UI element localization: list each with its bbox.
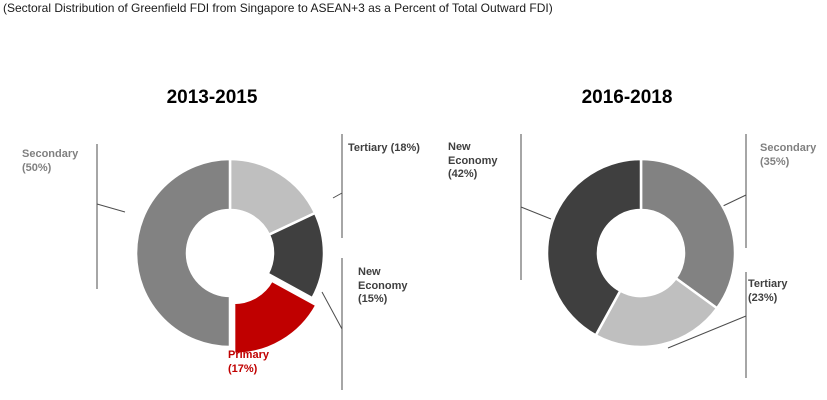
leader-tick-tertiary	[332, 192, 343, 199]
callout-new-economy-2016-2018: New Economy (42%)	[448, 141, 498, 180]
slice-new-economy	[545, 157, 643, 338]
leader-tick-tertiary	[667, 315, 747, 349]
slice-secondary	[639, 157, 737, 310]
leader-tick-new-economy	[321, 291, 343, 330]
callout-new-economy-2013-2015: New Economy (15%)	[358, 266, 408, 305]
leader-tick-new-economy	[520, 206, 552, 220]
callout-secondary-2013-2015: Secondary (50%)	[22, 148, 79, 174]
leader-tick-secondary	[722, 194, 747, 207]
slice-secondary	[134, 157, 232, 349]
chart-title-2013-2015: 2013-2015	[166, 87, 258, 108]
chart-title-2016-2018: 2016-2018	[581, 87, 673, 108]
callout-tertiary-2016-2018: Tertiary (23%)	[748, 278, 788, 304]
callout-tertiary-2013-2015: Tertiary (18%)	[348, 142, 420, 154]
slice-primary	[232, 278, 319, 356]
donut-chart-2016-2018	[545, 157, 737, 349]
leader-tick-secondary	[96, 203, 126, 213]
leader-lines-2016-2018	[520, 134, 747, 378]
slice-tertiary	[594, 276, 719, 349]
callout-secondary-2016-2018: Secondary (35%)	[760, 142, 817, 168]
slice-new-economy	[265, 211, 326, 300]
leader-lines-2013-2015	[96, 134, 343, 390]
figure-caption: (Sectoral Distribution of Greenfield FDI…	[3, 1, 553, 15]
slice-tertiary	[228, 157, 317, 237]
donut-chart-2013-2015	[134, 157, 326, 356]
callout-primary-2013-2015: Primary (17%)	[228, 349, 269, 375]
